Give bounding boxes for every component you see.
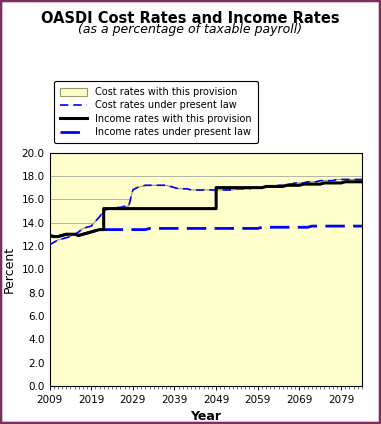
Legend: Cost rates with this provision, Cost rates under present law, Income rates with : Cost rates with this provision, Cost rat…: [54, 81, 258, 143]
Text: OASDI Cost Rates and Income Rates: OASDI Cost Rates and Income Rates: [41, 11, 340, 25]
Text: (as a percentage of taxable payroll): (as a percentage of taxable payroll): [78, 23, 303, 36]
Y-axis label: Percent: Percent: [3, 245, 16, 293]
X-axis label: Year: Year: [190, 410, 221, 424]
